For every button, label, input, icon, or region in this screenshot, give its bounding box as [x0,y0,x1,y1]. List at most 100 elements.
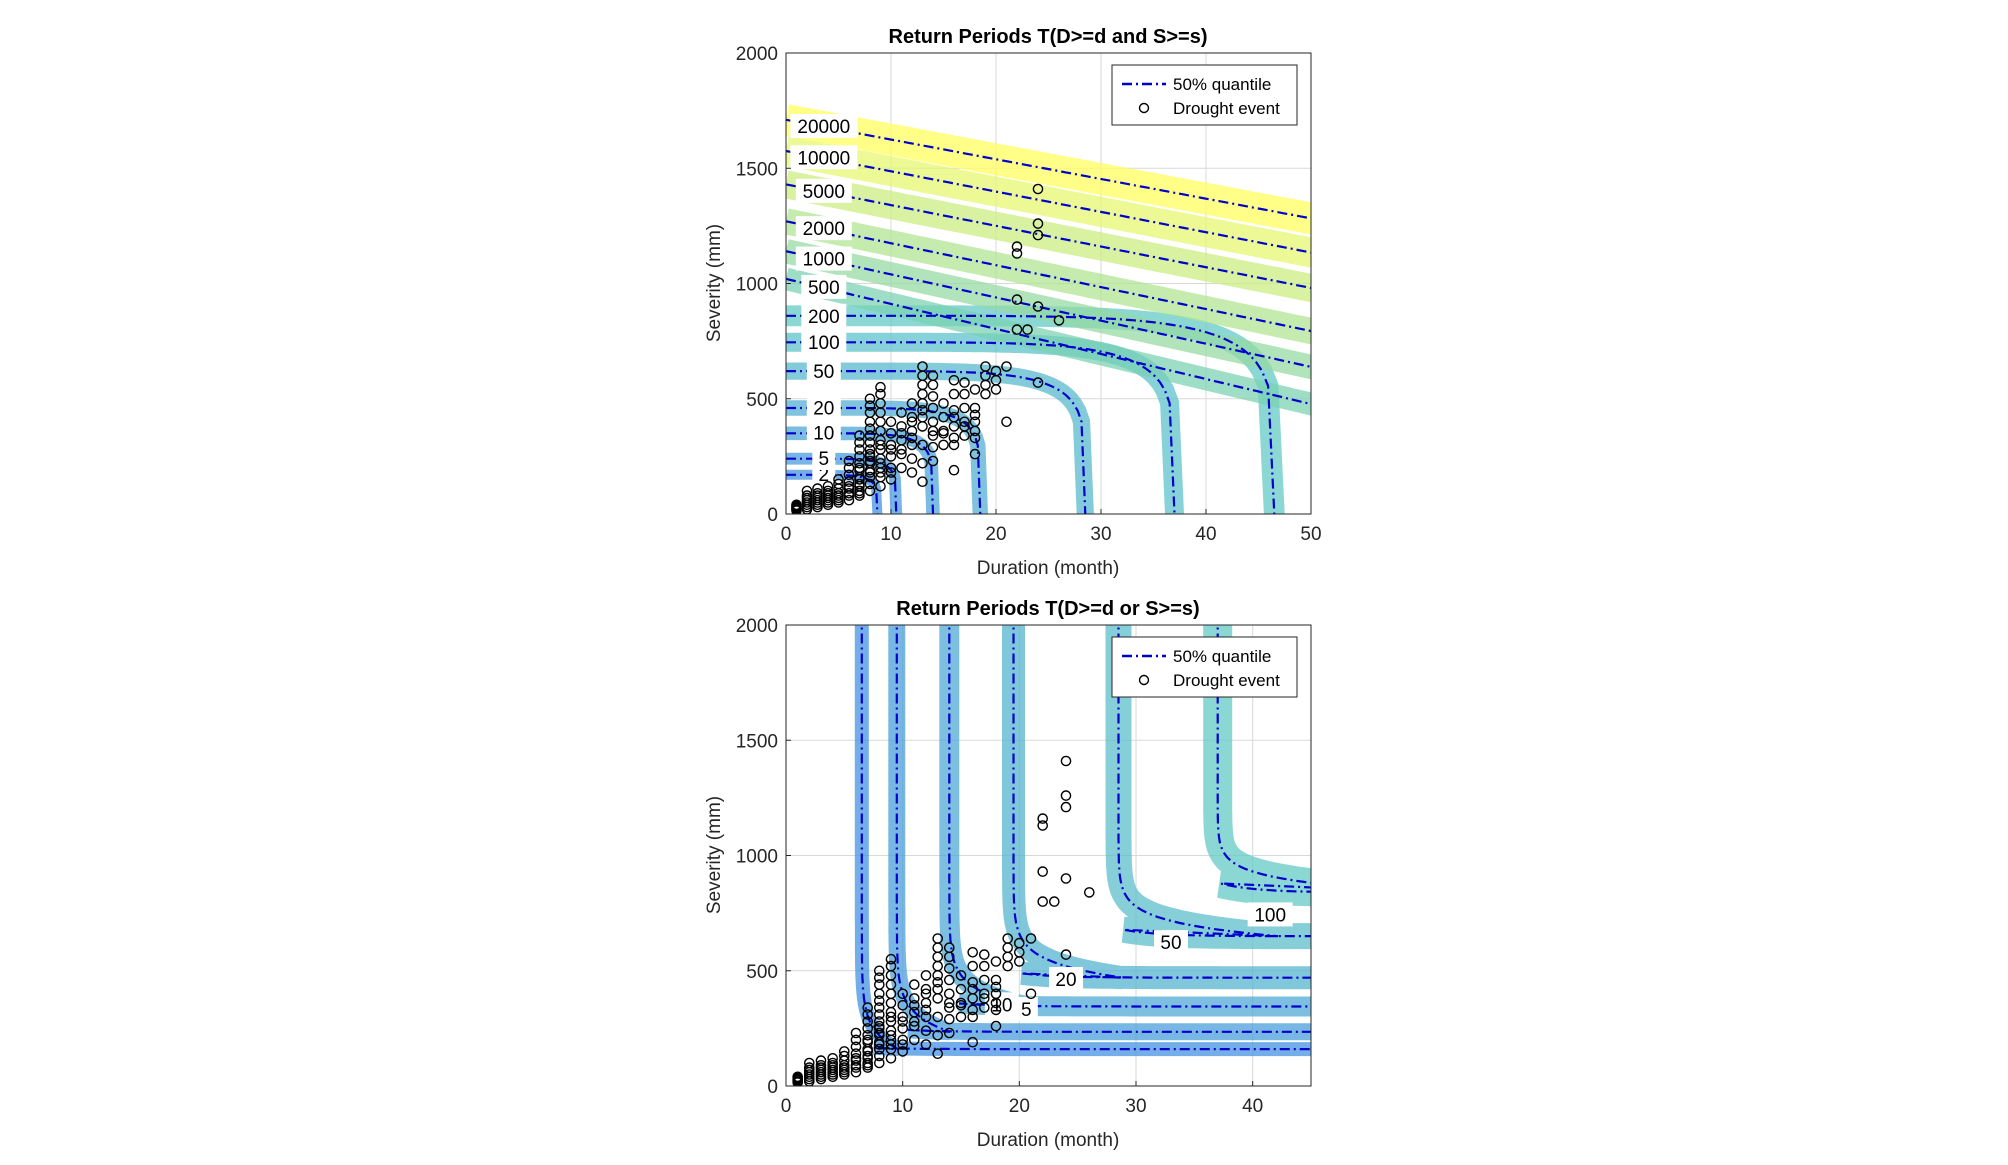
legend-marker-swatch [1138,102,1150,114]
contour-label-20: 20 [813,399,834,420]
chart-or-return-periods: Return Periods T(D>=d or S>=s) 5 10 20 50 10… [704,598,1312,1151]
drought-event-marker [839,1066,850,1078]
drought-event-marker [815,1062,827,1073]
drought-event-marker [990,997,1002,1009]
drought-event-marker [1011,324,1023,335]
drought-event-marker [1049,896,1060,907]
drought-event-marker [864,444,876,455]
drought-event-marker [990,365,1002,377]
quantile-line-20 [1012,625,1311,979]
drought-event-marker [864,437,876,448]
y-axis-ticks: 0 500 1000 1500 2000 [736,44,791,526]
contour-label-bg [1049,966,1083,991]
drought-event-marker [959,388,970,400]
drought-event-marker [944,974,955,986]
drought-event-marker [874,972,885,984]
quantile-line-1000 [786,250,1311,369]
drought-event-marker [932,977,944,988]
x-tick-label: 20 [985,524,1006,545]
drought-event-marker [843,476,855,488]
quantile-line-20000 [786,118,1311,220]
drought-event-marker [909,1034,920,1046]
drought-event-marker [885,462,897,474]
drought-event-marker [874,1027,885,1039]
contour-label-bg [801,274,847,299]
drought-event-marker [969,384,981,395]
drought-event-marker [955,1011,967,1023]
drought-event-marker [854,444,865,455]
contour-label-500: 500 [808,278,840,299]
x-tick-label: 40 [1242,1096,1263,1117]
drought-event-marker [967,1011,979,1023]
contour-label-2: 2 [819,465,830,486]
drought-event-marker [827,1053,839,1064]
drought-event-marker [967,1036,979,1048]
x-tick-label: 50 [1300,524,1321,545]
drought-event-marker [864,455,876,467]
drought-event-marker [906,416,918,428]
drought-event-marker [1025,933,1037,944]
drought-event-marker [1037,896,1048,907]
drought-event-marker [833,478,844,490]
drought-event-marker [885,1030,897,1041]
drought-event-marker [1060,873,1072,884]
contour-label-10: 10 [813,424,834,445]
x-axis-ticks: 0 10 20 30 40 50 [781,509,1322,545]
drought-event-marker [932,1048,944,1059]
drought-event-marker [909,1000,920,1011]
drought-event-marker [990,1004,1002,1016]
drought-event-marker [896,444,907,455]
drought-event-marker [969,432,981,444]
drought-event-marker [874,1009,885,1020]
legend-entry-drought-event: Drought event [1173,99,1280,118]
drought-event-marker [1084,887,1095,898]
drought-event-marker [909,993,920,1004]
contour-label-bg [806,358,841,383]
drought-event-marker [920,970,932,981]
drought-event-marker [850,1041,862,1053]
drought-event-marker [959,421,970,432]
legend-box [1111,64,1298,126]
drought-event-marker [938,411,949,423]
x-tick-label: 0 [781,1096,792,1117]
drought-event-marker [874,1050,885,1062]
drought-event-marker [850,1053,862,1064]
drought-event-marker [792,1072,804,1084]
drought-event-marker [804,1069,815,1080]
drought-event-marker [927,425,939,437]
drought-event-marker [843,469,855,481]
drought-event-marker [990,974,1002,986]
drought-event-marker [932,1030,944,1041]
contour-label-5000: 5000 [803,182,845,203]
quantile-line-10 [948,625,1311,1008]
drought-event-marker [896,427,907,439]
drought-event-marker [850,1066,862,1078]
quantile-line-50 [1117,625,1311,938]
drought-event-marker [854,487,865,499]
y-tick-label: 1000 [736,847,778,868]
drought-event-marker [885,444,897,455]
drought-event-marker [885,451,897,462]
legend-entry-quantile: 50% quantile [1173,647,1271,666]
drought-event-marker [969,425,981,437]
contour-label-100: 100 [808,333,840,354]
drought-event-marker [979,988,990,1000]
drought-event-marker [967,1004,979,1016]
drought-event-marker [874,1016,885,1027]
drought-event-marker [1060,790,1072,801]
drought-event-marker [920,1004,932,1016]
chart-title: Return Periods T(D>=d and S>=s) [889,26,1208,48]
drought-event-marker [862,1060,874,1071]
drought-event-marker [896,421,907,432]
drought-event-marker [979,949,990,960]
quantile-line-100 [1216,625,1311,893]
drought-event-marker [833,494,844,506]
drought-event-marker [854,437,865,448]
drought-event-marker [896,448,907,460]
confidence-band-5 [888,625,1311,1041]
quantile-line-10000 [786,149,1311,254]
drought-event-marker [896,462,907,474]
y-axis-label: Severity (mm) [704,224,725,342]
chart-title: Return Periods T(D>=d or S>=s) [896,598,1199,620]
